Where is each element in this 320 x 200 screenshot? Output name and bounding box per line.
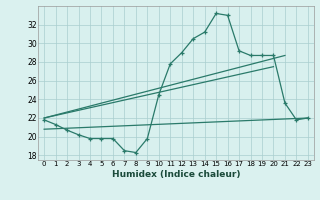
X-axis label: Humidex (Indice chaleur): Humidex (Indice chaleur) xyxy=(112,170,240,179)
